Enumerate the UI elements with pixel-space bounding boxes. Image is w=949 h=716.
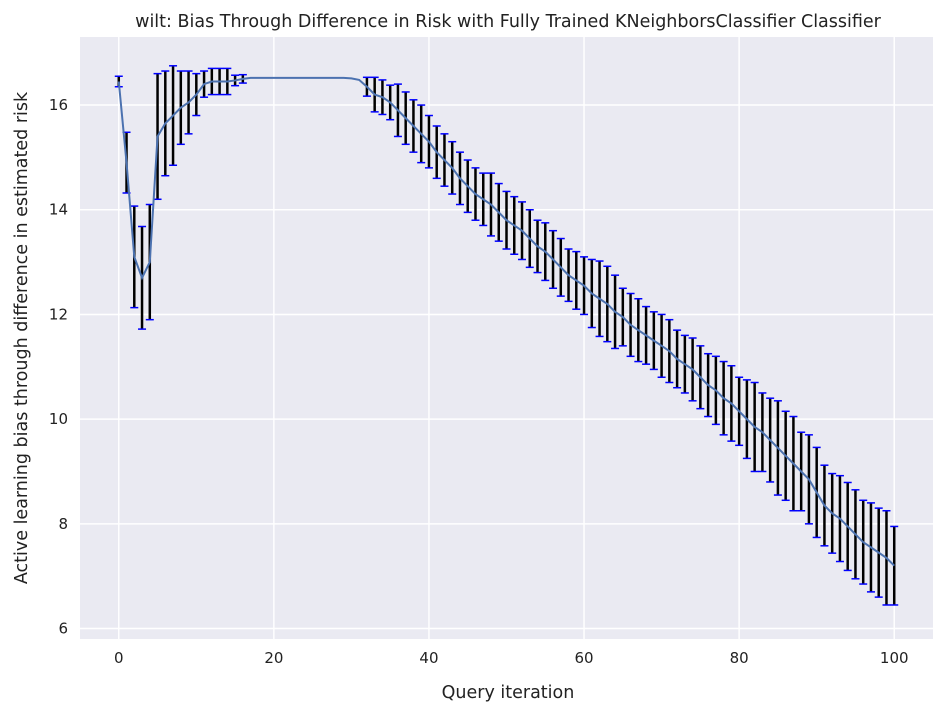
y-tick-label: 10 bbox=[49, 410, 68, 428]
x-tick-label: 0 bbox=[114, 649, 124, 667]
y-tick-labels: 6 8 10 12 14 16 bbox=[49, 96, 68, 637]
y-tick-label: 12 bbox=[49, 305, 68, 323]
x-tick-label: 60 bbox=[574, 649, 593, 667]
plot-background bbox=[80, 37, 933, 639]
error-bar bbox=[890, 525, 899, 606]
x-axis-label: Query iteration bbox=[442, 683, 575, 703]
y-tick-label: 14 bbox=[49, 201, 68, 219]
x-tick-label: 20 bbox=[264, 649, 283, 667]
x-tick-label: 40 bbox=[419, 649, 438, 667]
x-tick-label: 100 bbox=[880, 649, 909, 667]
y-tick-label: 16 bbox=[49, 96, 68, 114]
y-axis-label: Active learning bias through difference … bbox=[12, 91, 32, 584]
x-tick-labels: 0 20 40 60 80 100 bbox=[114, 649, 909, 667]
chart-title: wilt: Bias Through Difference in Risk wi… bbox=[135, 12, 882, 32]
x-tick-label: 80 bbox=[730, 649, 749, 667]
y-tick-label: 8 bbox=[58, 515, 68, 533]
y-tick-label: 6 bbox=[58, 620, 68, 638]
series-line bbox=[117, 76, 895, 567]
